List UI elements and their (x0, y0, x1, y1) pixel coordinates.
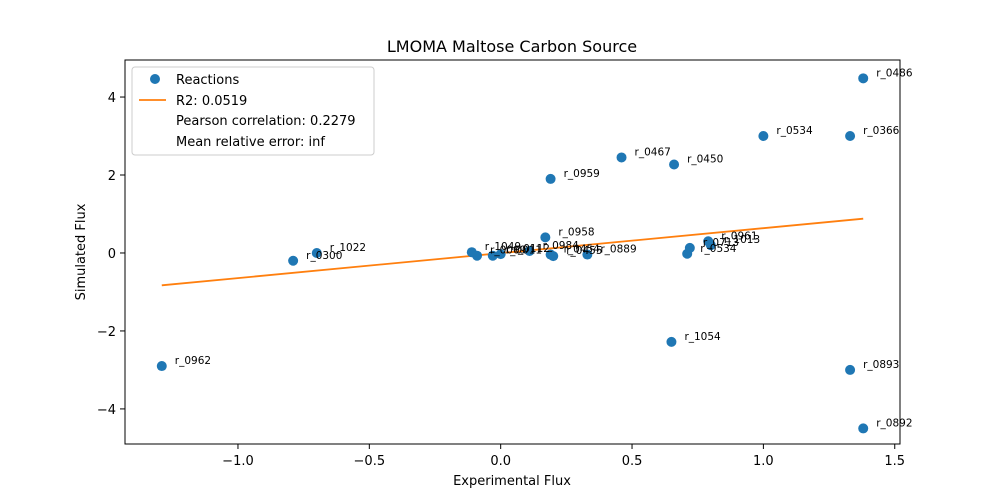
point-label: r_0011 (506, 245, 542, 257)
point-label: r_1049 (485, 241, 521, 253)
point-label: r_0961 (721, 230, 757, 242)
data-point (582, 249, 593, 260)
x-axis: −1.0 −0.5 0.0 0.5 1.0 1.5 (222, 444, 905, 469)
point-label: r_0962 (175, 355, 211, 367)
y-tick-label: 0 (108, 247, 116, 262)
data-point (858, 73, 869, 84)
point-label: r_0959 (564, 168, 600, 180)
data-point (858, 423, 869, 434)
legend-marker-reactions (150, 74, 160, 84)
legend-label-pearson: Pearson correlation: 0.2279 (176, 114, 356, 129)
point-label: r_0534 (776, 125, 813, 137)
point-label: r_0534 (700, 243, 737, 255)
point-label: r_0713 (703, 237, 739, 249)
point-label: r_0892 (876, 417, 912, 429)
data-point (669, 159, 680, 170)
data-point (495, 249, 506, 260)
plot-frame (124, 59, 901, 445)
x-axis-label: Experimental Flux (453, 474, 571, 489)
point-label: r_0984 (543, 240, 580, 252)
x-tick-label: −0.5 (354, 454, 386, 469)
point-label: r_0366 (863, 125, 900, 137)
data-point (705, 240, 716, 251)
x-tick-label: 1.0 (753, 454, 774, 469)
point-label: r_0112 (514, 243, 550, 255)
point-label: r_0486 (876, 67, 913, 79)
y-tick-label: 4 (108, 91, 116, 106)
data-point (472, 250, 483, 261)
point-label: r_0958 (558, 226, 594, 238)
legend-label-reactions: Reactions (176, 73, 239, 88)
data-point (540, 232, 551, 243)
chart-title: LMOMA Maltose Carbon Source (387, 37, 637, 56)
legend-box (131, 66, 375, 156)
data-point (288, 255, 299, 266)
data-point (845, 131, 856, 142)
y-tick-label: −4 (97, 403, 116, 418)
data-point (684, 242, 695, 253)
data-point (156, 361, 167, 372)
point-label: r_1054 (684, 331, 721, 343)
data-point (758, 131, 769, 142)
data-point (545, 173, 556, 184)
data-point (666, 336, 677, 347)
point-label: r_0300 (306, 250, 342, 262)
y-tick-label: 2 (108, 169, 116, 184)
point-label: r_1022 (330, 242, 366, 254)
point-label: r_0455 (566, 245, 602, 257)
point-label: r_0009 (490, 245, 526, 257)
legend-label-r2: R2: 0.0519 (176, 94, 247, 109)
x-tick-label: 0.0 (490, 454, 511, 469)
data-point (616, 152, 627, 163)
x-tick-label: −1.0 (222, 454, 254, 469)
data-point (487, 250, 498, 261)
legend-label-mre: Mean relative error: inf (176, 135, 325, 150)
y-axis: −4 −2 0 2 4 (97, 91, 125, 418)
y-axis-label: Simulated Flux (74, 203, 89, 300)
point-label: r_0450 (687, 153, 723, 165)
point-label: r_0889 (600, 244, 636, 256)
legend: Reactions R2: 0.0519 Pearson correlation… (131, 66, 375, 156)
point-label: r_0467 (635, 146, 671, 158)
y-tick-label: −2 (97, 325, 116, 340)
point-label: r_0454 (564, 244, 601, 256)
fit-line (161, 217, 864, 287)
point-label: r_1013 (724, 234, 760, 246)
data-point (548, 251, 559, 262)
data-point (845, 364, 856, 375)
point-label: r_0893 (863, 359, 899, 371)
x-tick-label: 1.5 (884, 454, 905, 469)
x-tick-label: 0.5 (622, 454, 643, 469)
data-point (311, 247, 322, 258)
data-point (524, 246, 535, 257)
